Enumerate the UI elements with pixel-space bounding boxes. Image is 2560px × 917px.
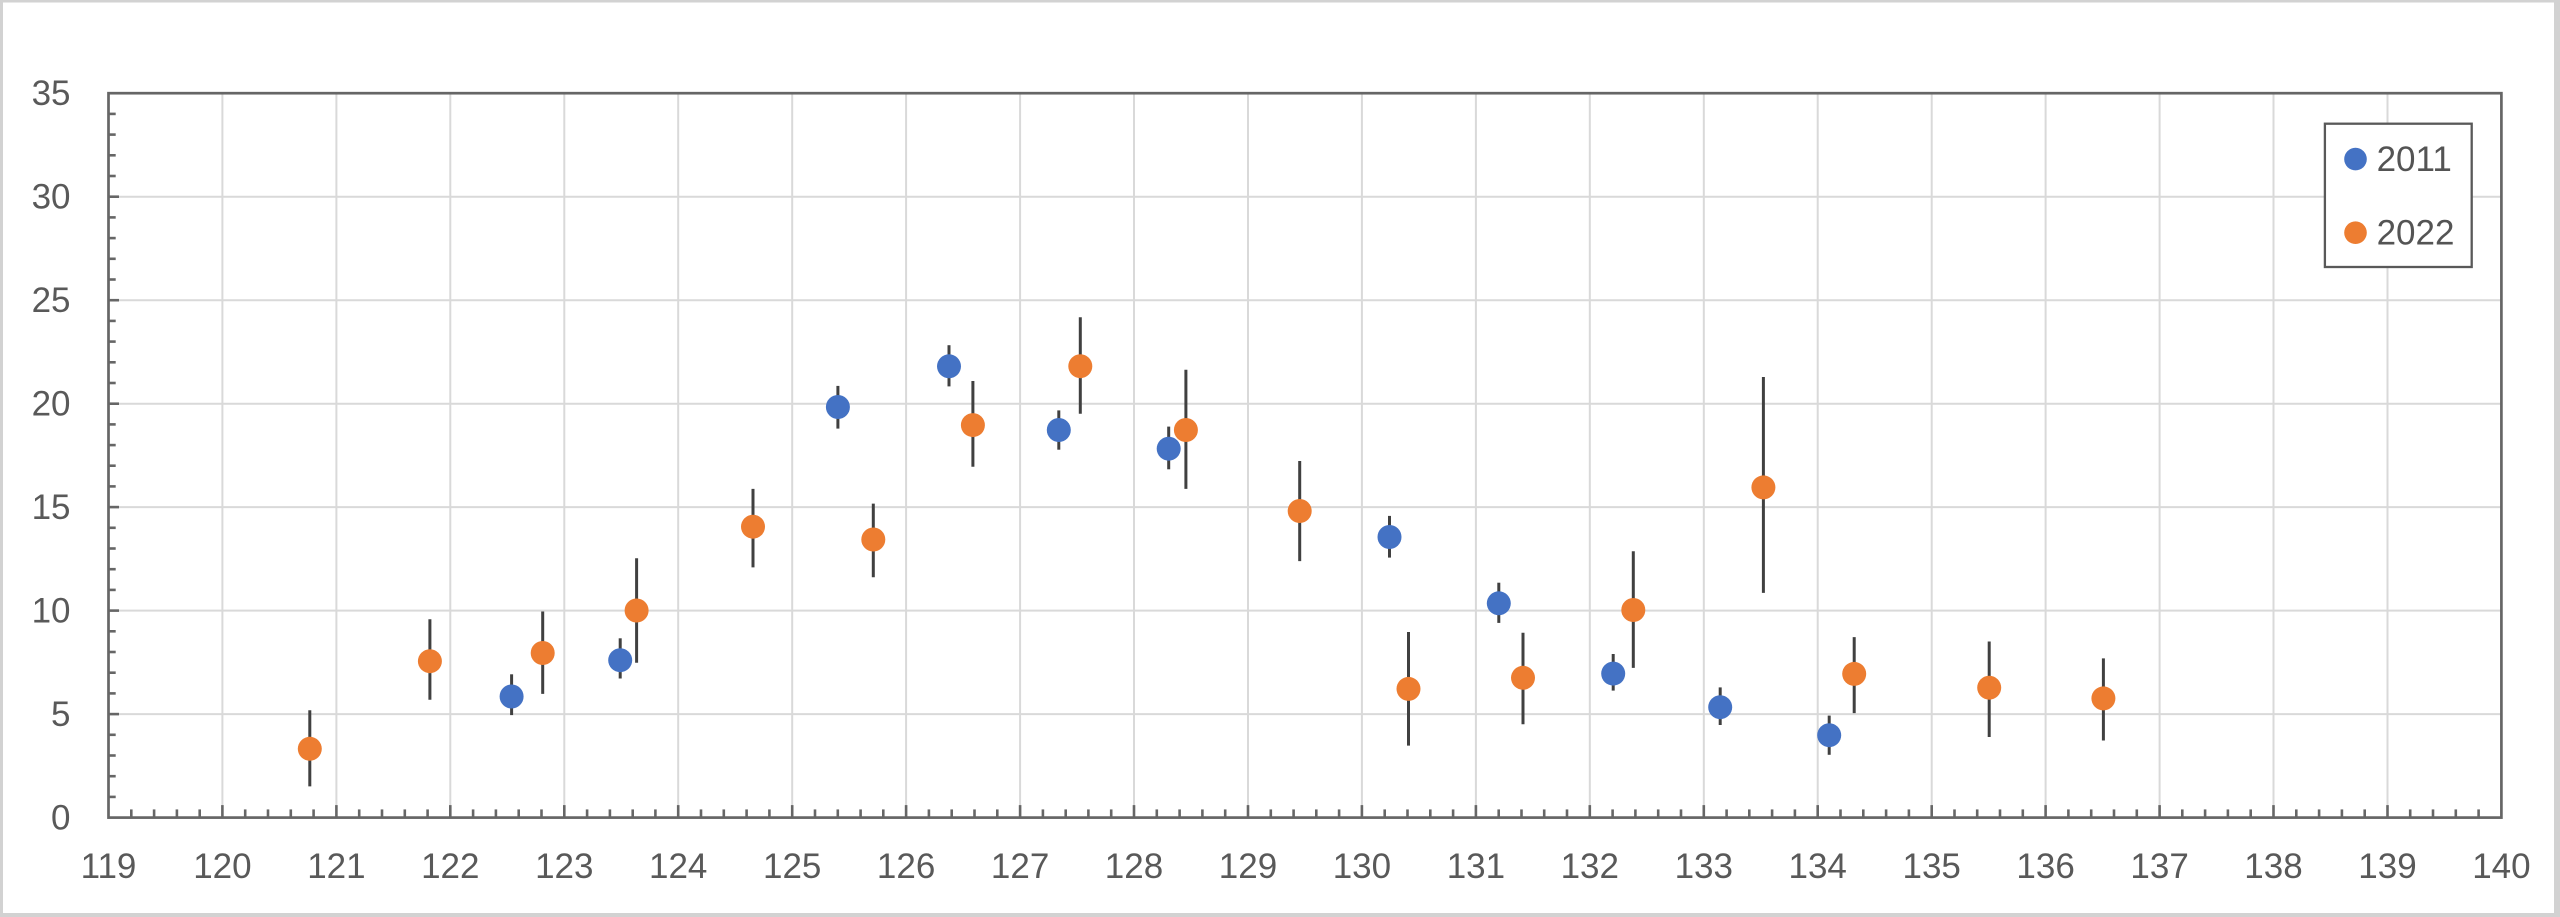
svg-text:132: 132: [1561, 847, 1619, 886]
svg-text:126: 126: [877, 847, 935, 886]
svg-text:2022: 2022: [2377, 214, 2455, 253]
svg-text:15: 15: [32, 488, 71, 527]
svg-text:0: 0: [51, 799, 70, 838]
svg-text:138: 138: [2244, 847, 2302, 886]
svg-text:140: 140: [2472, 847, 2530, 886]
svg-text:124: 124: [649, 847, 707, 886]
svg-text:131: 131: [1447, 847, 1505, 886]
svg-text:128: 128: [1105, 847, 1163, 886]
svg-text:121: 121: [307, 847, 365, 886]
svg-text:119: 119: [81, 847, 137, 886]
svg-text:136: 136: [2016, 847, 2074, 886]
svg-text:25: 25: [32, 281, 71, 320]
svg-text:133: 133: [1675, 847, 1733, 886]
svg-text:5: 5: [51, 695, 70, 734]
svg-text:127: 127: [991, 847, 1049, 886]
svg-text:134: 134: [1788, 847, 1846, 886]
svg-text:35: 35: [32, 74, 71, 113]
svg-text:20: 20: [32, 385, 71, 424]
svg-text:129: 129: [1219, 847, 1277, 886]
svg-text:137: 137: [2130, 847, 2188, 886]
svg-text:30: 30: [32, 178, 71, 217]
svg-text:120: 120: [193, 847, 251, 886]
svg-text:139: 139: [2358, 847, 2416, 886]
svg-text:10: 10: [32, 592, 71, 631]
svg-text:122: 122: [421, 847, 479, 886]
svg-text:130: 130: [1333, 847, 1391, 886]
svg-text:135: 135: [1902, 847, 1960, 886]
svg-text:2011: 2011: [2377, 140, 2452, 179]
svg-text:123: 123: [535, 847, 593, 886]
svg-text:125: 125: [763, 847, 821, 886]
